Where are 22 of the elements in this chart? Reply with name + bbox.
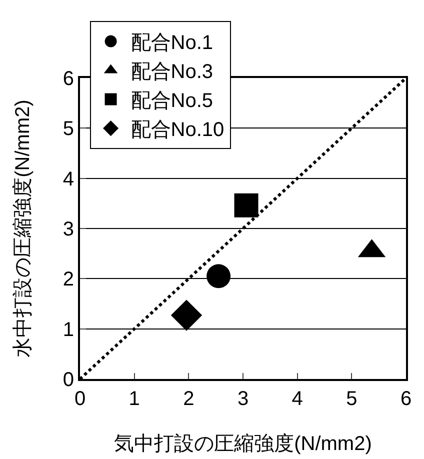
point — [206, 264, 231, 288]
y-tick-label: 4 — [62, 168, 74, 190]
point — [234, 193, 258, 218]
legend-label: 配合No.5 — [130, 90, 214, 112]
y-axis-title: 水中打設の圧縮強度(N/mm2) — [12, 100, 34, 358]
legend-label: 配合No.10 — [130, 119, 224, 142]
x-tick-label: 1 — [128, 388, 140, 410]
x-tick-label: 4 — [292, 388, 303, 410]
y-tick-label: 3 — [62, 218, 74, 240]
legend-label: 配合No.3 — [130, 61, 214, 84]
point — [170, 300, 202, 331]
x-tick-label: 6 — [400, 388, 412, 410]
legend-label: 配合No.1 — [130, 32, 214, 54]
x-axis-title: 気中打設の圧縮強度(N/mm2) — [114, 433, 372, 455]
x-tick-label: 3 — [237, 388, 249, 410]
y-tick-label: 0 — [62, 369, 74, 391]
y-tick-label: 1 — [62, 318, 74, 341]
x-tick-label: 2 — [183, 388, 194, 410]
x-tick-label: 5 — [346, 388, 358, 410]
y-tick-label: 5 — [62, 118, 74, 140]
y-tick-label: 2 — [62, 268, 74, 291]
y-tick-label: 6 — [62, 68, 74, 90]
